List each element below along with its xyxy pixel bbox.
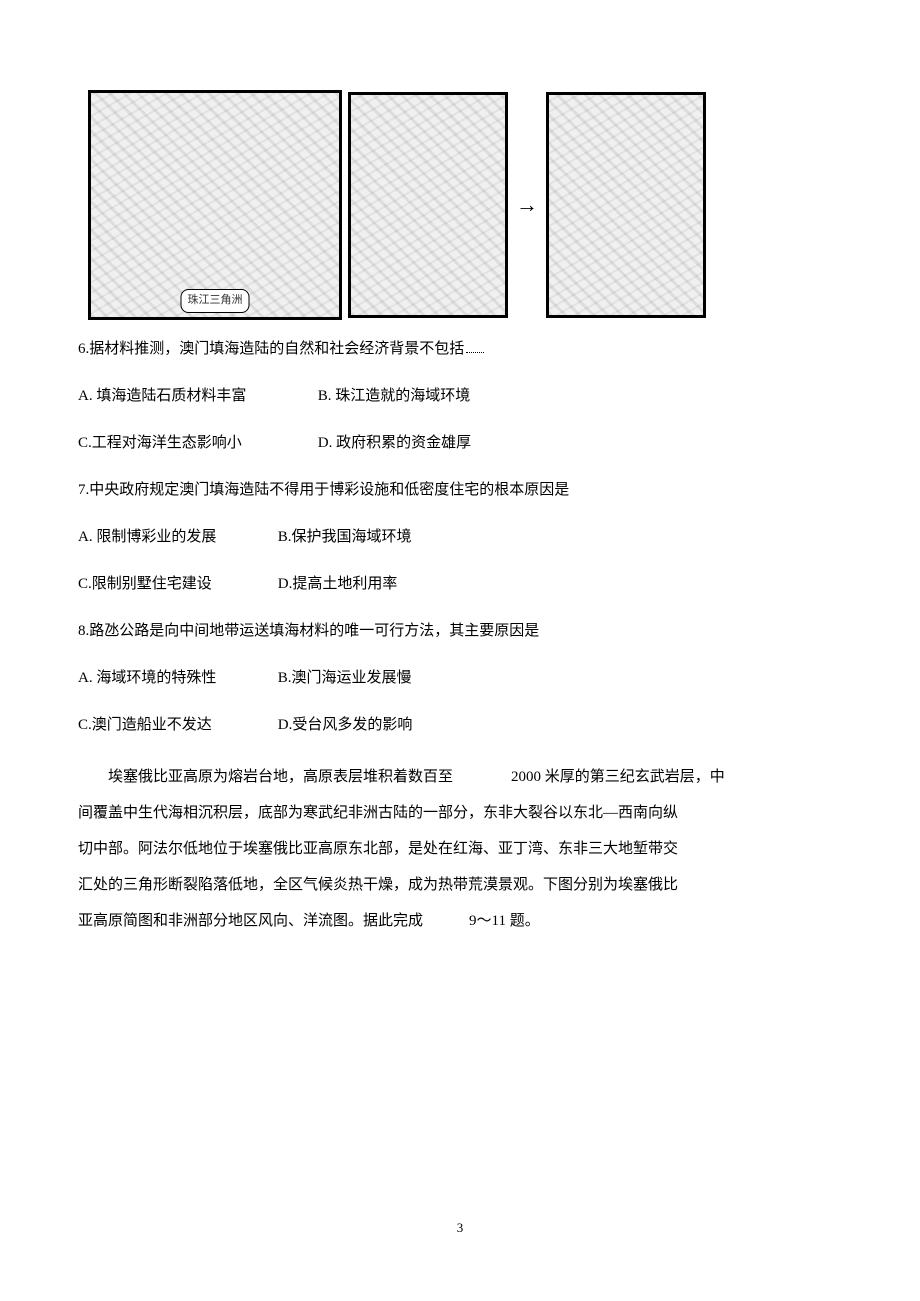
q6-option-b: B. 珠江造就的海域环境 bbox=[318, 383, 471, 410]
passage-line3: 切中部。阿法尔低地位于埃塞俄比亚高原东北部，是处在红海、亚丁湾、东非三大地堑带交 bbox=[78, 831, 842, 867]
map-texture bbox=[549, 95, 703, 315]
passage-qrange: 9～11 bbox=[469, 913, 506, 929]
arrow-icon: → bbox=[514, 90, 540, 320]
q8-option-a: A. 海域环境的特殊性 bbox=[78, 665, 274, 692]
q7-option-b: B.保护我国海域环境 bbox=[278, 524, 412, 551]
q6-stem: 6.据材料推测，澳门填海造陆的自然和社会经济背景不包括 bbox=[78, 336, 842, 363]
q8-options-row1: A. 海域环境的特殊性 B.澳门海运业发展慢 bbox=[78, 665, 842, 692]
passage-line4: 汇处的三角形断裂陷落低地，全区气候炎热干燥，成为热带荒漠景观。下图分别为埃塞俄比 bbox=[78, 867, 842, 903]
figure-row: 珠江三角洲 → bbox=[88, 90, 842, 320]
q7-options-row2: C.限制别墅住宅建设 D.提高土地利用率 bbox=[78, 571, 842, 598]
passage-line1: 埃塞俄比亚高原为熔岩台地，高原表层堆积着数百至 2000 米厚的第三纪玄武岩层，中 bbox=[78, 759, 842, 795]
q7-option-a: A. 限制博彩业的发展 bbox=[78, 524, 274, 551]
passage-part2: 米厚的第三纪玄武岩层，中 bbox=[545, 769, 725, 785]
passage-line5a: 亚高原简图和非洲部分地区风向、洋流图。据此完成 bbox=[78, 913, 423, 929]
q6-option-a: A. 填海造陆石质材料丰富 bbox=[78, 383, 314, 410]
q6-options-row2: C.工程对海洋生态影响小 D. 政府积累的资金雄厚 bbox=[78, 430, 842, 457]
passage: 埃塞俄比亚高原为熔岩台地，高原表层堆积着数百至 2000 米厚的第三纪玄武岩层，中… bbox=[78, 759, 842, 939]
map1-label: 珠江三角洲 bbox=[181, 289, 250, 313]
map-macau-before bbox=[348, 92, 508, 318]
q8-option-c: C.澳门造船业不发达 bbox=[78, 712, 274, 739]
passage-part1: 埃塞俄比亚高原为熔岩台地，高原表层堆积着数百至 bbox=[108, 769, 453, 785]
q6-option-c: C.工程对海洋生态影响小 bbox=[78, 430, 314, 457]
q8-options-row2: C.澳门造船业不发达 D.受台风多发的影响 bbox=[78, 712, 842, 739]
q6-stem-text: 6.据材料推测，澳门填海造陆的自然和社会经济背景不包括 bbox=[78, 341, 464, 357]
map-macau-after bbox=[546, 92, 706, 318]
map-texture bbox=[351, 95, 505, 315]
map-pearl-river-delta: 珠江三角洲 bbox=[88, 90, 342, 320]
passage-num: 2000 bbox=[511, 769, 541, 785]
q8-stem: 8.路氹公路是向中间地带运送填海材料的唯一可行方法，其主要原因是 bbox=[78, 618, 842, 645]
q6-option-d: D. 政府积累的资金雄厚 bbox=[318, 430, 471, 457]
passage-line5b: 题。 bbox=[510, 913, 540, 929]
passage-line2: 间覆盖中生代海相沉积层，底部为寒武纪非洲古陆的一部分，东非大裂谷以东北—西南向纵 bbox=[78, 795, 842, 831]
q7-stem: 7.中央政府规定澳门填海造陆不得用于博彩设施和低密度住宅的根本原因是 bbox=[78, 477, 842, 504]
q8-option-d: D.受台风多发的影响 bbox=[278, 712, 413, 739]
map-texture bbox=[91, 93, 339, 317]
q7-options-row1: A. 限制博彩业的发展 B.保护我国海域环境 bbox=[78, 524, 842, 551]
q7-option-d: D.提高土地利用率 bbox=[278, 571, 398, 598]
blank-dots bbox=[464, 341, 484, 357]
q6-options-row1: A. 填海造陆石质材料丰富 B. 珠江造就的海域环境 bbox=[78, 383, 842, 410]
page-number: 3 bbox=[0, 1216, 920, 1239]
q7-option-c: C.限制别墅住宅建设 bbox=[78, 571, 274, 598]
passage-line5: 亚高原简图和非洲部分地区风向、洋流图。据此完成 9～11 题。 bbox=[78, 903, 842, 939]
q8-option-b: B.澳门海运业发展慢 bbox=[278, 665, 412, 692]
